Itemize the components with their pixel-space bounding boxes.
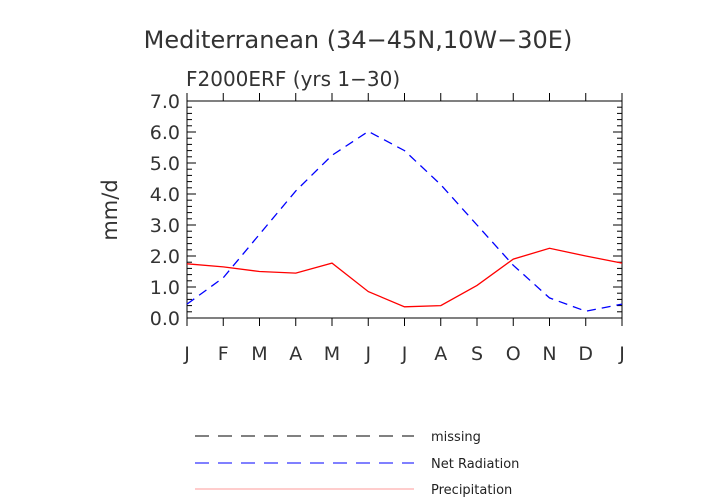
- legend-label: missing: [431, 430, 481, 445]
- x-tick-label: J: [183, 343, 190, 365]
- y-tick-label: 1.0: [150, 277, 180, 299]
- x-tick-label: M: [251, 343, 267, 365]
- x-tick-label: N: [542, 343, 556, 365]
- x-tick-label: O: [506, 343, 521, 365]
- x-tick-label: J: [618, 343, 625, 365]
- y-tick-label: 0.0: [150, 308, 180, 330]
- x-tick-label: J: [364, 343, 371, 365]
- x-tick-label: A: [434, 343, 447, 365]
- chart-title: Mediterranean (34−45N,10W−30E): [144, 26, 573, 54]
- y-axis-label: mm/d: [98, 179, 122, 240]
- x-tick-label: J: [401, 343, 408, 365]
- x-tick-label: F: [218, 343, 229, 365]
- series-lines: [186, 130, 623, 312]
- y-tick-label: 7.0: [150, 91, 180, 113]
- legend-label: Precipitation: [431, 483, 512, 497]
- plot-frame: [186, 100, 623, 319]
- x-tick-label: D: [578, 343, 593, 365]
- y-tick-label: 4.0: [150, 184, 180, 206]
- series-line-precipitation: [186, 247, 623, 308]
- x-tick-label: A: [289, 343, 302, 365]
- y-tick-label: 6.0: [150, 122, 180, 144]
- y-tick-label: 2.0: [150, 246, 180, 268]
- x-tick-label: M: [324, 343, 340, 365]
- legend-label: Net Radiation: [431, 457, 519, 472]
- y-tick-label: 3.0: [150, 215, 180, 237]
- legend: missing Net Radiation Precipitation: [195, 430, 519, 497]
- series-line-net-radiation: [186, 130, 623, 312]
- chart-subtitle: F2000ERF (yrs 1−30): [186, 67, 400, 91]
- y-axis: 0.0 1.0 2.0 3.0 4.0 5.0 6.0 7.0: [150, 91, 622, 330]
- y-tick-label: 5.0: [150, 153, 180, 175]
- x-tick-label: S: [471, 343, 483, 365]
